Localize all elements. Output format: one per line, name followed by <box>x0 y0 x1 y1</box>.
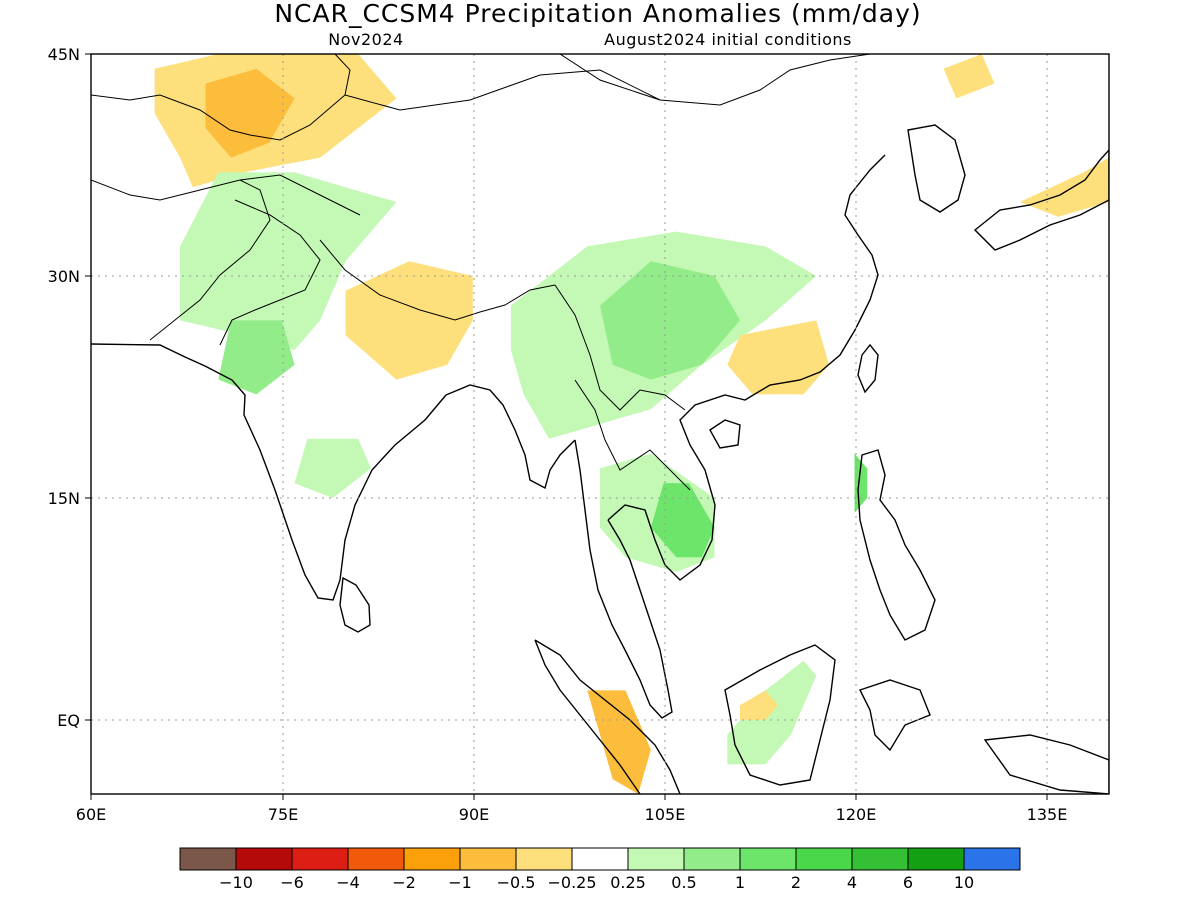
lat-label-30n: 30N <box>48 267 80 286</box>
graticule <box>91 54 1109 794</box>
map-title: NCAR_CCSM4 Precipitation Anomalies (mm/d… <box>274 0 921 28</box>
colorbar-label-11: 4 <box>847 873 857 892</box>
lon-label-135e: 135E <box>1027 805 1068 824</box>
country-borders <box>91 54 871 491</box>
anomaly-region-3 <box>218 320 295 395</box>
anomaly-region-11 <box>587 690 651 794</box>
lat-label-45n: 45N <box>48 45 80 64</box>
new-guinea-outline <box>983 734 1109 794</box>
colorbar-labels: −10 −6 −4 −2 −1 −0.5 −0.25 0.25 0.5 1 2 4 6 10 <box>219 873 974 892</box>
colorbar-swatch-0 <box>179 847 237 871</box>
anomaly-region-10 <box>650 483 715 558</box>
colorbar-swatch-9 <box>683 847 741 871</box>
colorbar-label-5: −0.5 <box>497 873 536 892</box>
malay-peninsula-coast <box>574 439 673 719</box>
anomaly-region-2 <box>180 172 397 350</box>
colorbar-label-2: −4 <box>336 873 360 892</box>
anomaly-region-16 <box>854 453 868 513</box>
sri-lanka-outline <box>339 576 371 633</box>
thailand-border <box>574 379 691 491</box>
colorbar-label-8: 0.5 <box>671 873 696 892</box>
colorbar-swatch-13 <box>907 847 965 871</box>
lon-label-75e: 75E <box>268 805 298 824</box>
sumatra-west-coast <box>534 639 641 794</box>
valid-month-label: Nov2024 <box>328 30 403 49</box>
philippines-outline <box>857 449 936 641</box>
colorbar-swatch-3 <box>347 847 405 871</box>
colorbar-label-4: −1 <box>448 873 472 892</box>
borneo-outline <box>724 644 836 786</box>
tibet-border <box>239 174 361 216</box>
axis-ticks <box>85 53 1048 800</box>
colorbar-label-9: 1 <box>735 873 745 892</box>
central-asia-border <box>91 54 351 141</box>
anomaly-region-8 <box>727 320 829 395</box>
anomaly-region-14 <box>1019 157 1109 217</box>
colorbar-swatch-10 <box>739 847 797 871</box>
colorbar-swatch-5 <box>459 847 517 871</box>
gulf-of-thailand-coast <box>607 154 886 581</box>
anomaly-region-7 <box>600 261 740 380</box>
mongolia-border <box>559 54 661 101</box>
india-coastline <box>91 343 447 601</box>
colorbar-swatch-11 <box>795 847 853 871</box>
bay-of-bengal-east-coast <box>445 384 576 490</box>
colorbar-swatch-2 <box>291 847 349 871</box>
lat-label-eq: EQ <box>57 711 80 730</box>
sumatra-outline <box>534 639 681 794</box>
init-conditions-label: August2024 initial conditions <box>604 30 852 49</box>
sulawesi-outline <box>859 679 931 752</box>
map-frame <box>90 53 1110 795</box>
korea-outline <box>907 124 966 213</box>
lon-label-60e: 60E <box>76 805 106 824</box>
india-pakistan-border <box>219 199 321 346</box>
anomaly-region-13 <box>740 690 779 720</box>
colorbar-swatch-7 <box>571 847 629 871</box>
colorbar-swatch-14 <box>963 847 1021 871</box>
anomaly-region-1 <box>205 68 295 158</box>
colorbar-label-12: 6 <box>903 873 913 892</box>
afghanistan-pakistan-border <box>91 179 271 341</box>
colorbar-label-7: 0.25 <box>610 873 646 892</box>
colorbar-label-6: −0.25 <box>547 873 596 892</box>
colorbar-swatch-1 <box>235 847 293 871</box>
colorbar-label-3: −2 <box>392 873 416 892</box>
colorbar-swatch-8 <box>627 847 685 871</box>
coastlines <box>91 124 1109 794</box>
colorbar-swatch-6 <box>515 847 573 871</box>
lon-label-120e: 120E <box>836 805 877 824</box>
colorbar-label-0: −10 <box>219 873 253 892</box>
anomaly-region-4 <box>345 261 473 380</box>
lon-label-90e: 90E <box>459 805 489 824</box>
anomaly-layer <box>154 54 1109 794</box>
japan-outline <box>973 148 1109 251</box>
myanmar-border <box>554 284 686 411</box>
colorbar-swatch-12 <box>851 847 909 871</box>
taiwan-outline <box>857 343 879 394</box>
colorbar-label-13: 10 <box>954 873 974 892</box>
colorbar-swatches <box>179 847 1021 871</box>
anomaly-region-5 <box>294 438 371 498</box>
lon-label-105e: 105E <box>645 805 686 824</box>
himalaya-border <box>319 239 556 321</box>
lat-label-15n: 15N <box>48 489 80 508</box>
map-panel: 60E 75E 90E 105E 120E 135E 45N 30N 15N E… <box>48 45 1110 824</box>
colorbar-swatch-4 <box>403 847 461 871</box>
colorbar-label-1: −6 <box>280 873 304 892</box>
anomaly-region-15 <box>943 54 995 99</box>
colorbar-label-10: 2 <box>791 873 801 892</box>
hainan-outline <box>709 419 741 449</box>
colorbar: −10 −6 −4 −2 −1 −0.5 −0.25 0.25 0.5 1 2 4 6 10 <box>179 847 1021 892</box>
